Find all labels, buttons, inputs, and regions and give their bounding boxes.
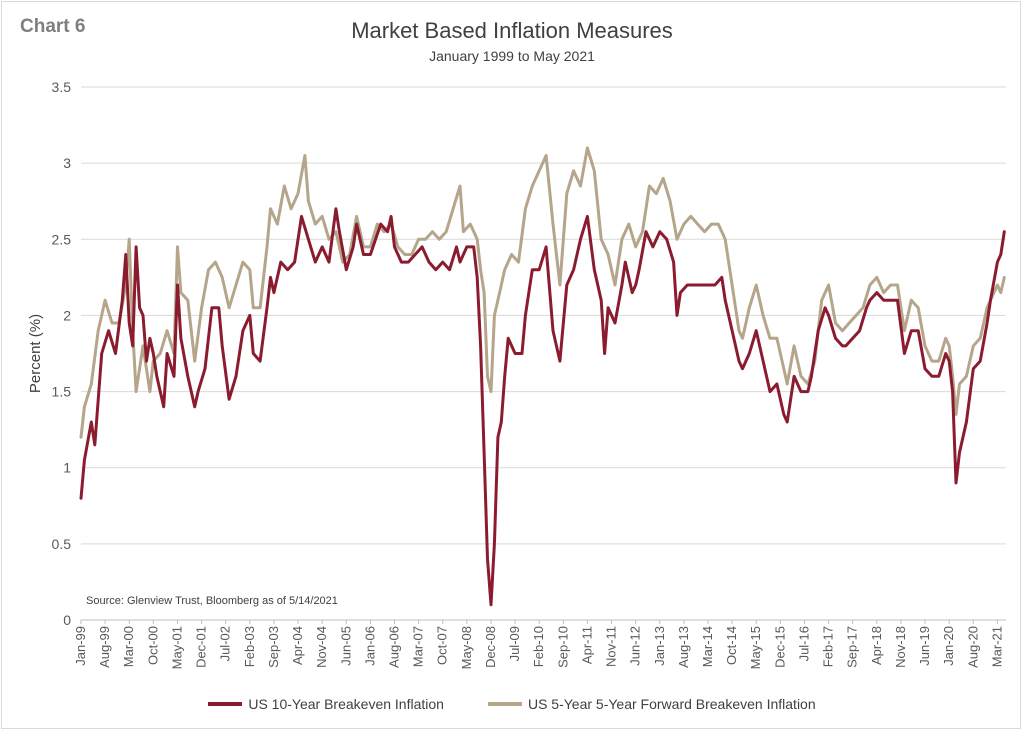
x-tick-label: Sep-10 [555, 626, 570, 668]
y-tick-label: 0 [63, 612, 71, 628]
x-tick-label: May-15 [748, 626, 763, 669]
x-tick-label: Feb-03 [242, 626, 257, 667]
x-tick-label: Feb-17 [821, 626, 836, 667]
series-line-0 [79, 207, 1006, 607]
x-tick-label: Apr-11 [579, 626, 594, 664]
legend-item-series-0: US 10-Year Breakeven Inflation [208, 696, 444, 712]
y-tick-label: 1.5 [52, 384, 72, 400]
x-tick-label: Sep-17 [845, 626, 860, 668]
x-tick-label: Mar-21 [989, 626, 1004, 667]
x-tick-label: May-08 [459, 626, 474, 669]
x-tick-label: Jun-12 [628, 626, 643, 666]
x-tick-label: Jan-20 [941, 626, 956, 666]
x-tick-label: Dec-08 [483, 626, 498, 668]
chart-title: Market Based Inflation Measures [351, 18, 673, 43]
source-note: Source: Glenview Trust, Bloomberg as of … [86, 595, 338, 607]
y-tick-label: 2 [63, 307, 71, 323]
x-tick-label: Jan-99 [73, 626, 88, 666]
x-tick-label: Aug-13 [676, 626, 691, 668]
y-tick-label: 3.5 [52, 79, 72, 95]
x-tick-label: May-01 [169, 626, 184, 669]
y-tick-label: 0.5 [52, 536, 72, 552]
y-tick-label: 2.5 [52, 231, 72, 247]
x-tick-label: Nov-11 [604, 626, 619, 667]
y-tick-label: 3 [63, 155, 71, 171]
x-tick-label: Jul-16 [796, 626, 811, 661]
x-tick-label: Dec-15 [772, 626, 787, 668]
legend-item-series-1: US 5-Year 5-Year Forward Breakeven Infla… [487, 696, 816, 712]
chart-number-label: Chart 6 [20, 16, 86, 37]
legend-swatch-series-0 [208, 702, 243, 706]
x-tick-label: Oct-14 [724, 626, 739, 665]
x-tick-label: Jun-05 [338, 626, 353, 666]
x-tick-label: Apr-04 [290, 626, 305, 665]
x-tick-label: Jan-13 [652, 626, 667, 666]
series-line-1 [79, 146, 1006, 439]
x-tick-label: Mar-00 [121, 626, 136, 667]
legend-label-series-1: US 5-Year 5-Year Forward Breakeven Infla… [527, 696, 816, 712]
legend-swatch-series-1 [487, 702, 522, 706]
chart-subtitle: January 1999 to May 2021 [429, 48, 595, 64]
x-tick-label: Apr-18 [869, 626, 884, 665]
x-tick-label: Aug-06 [387, 626, 402, 668]
x-tick-label: Sep-03 [266, 626, 281, 668]
x-tick-label: Jul-09 [507, 626, 522, 661]
x-tick-label: Jan-06 [362, 626, 377, 666]
x-tick-label: Feb-10 [531, 626, 546, 667]
legend-label-series-0: US 10-Year Breakeven Inflation [248, 696, 444, 712]
x-tick-label: Oct-07 [435, 626, 450, 665]
x-tick-label: Dec-01 [194, 626, 209, 668]
x-tick-label: Oct-00 [145, 626, 160, 665]
y-tick-label: 1 [63, 460, 71, 476]
legend: US 10-Year Breakeven Inflation US 5-Year… [0, 696, 1024, 712]
x-tick-label: Aug-99 [97, 626, 112, 668]
y-axis-label: Percent (%) [27, 314, 44, 393]
x-tick-label: Jun-19 [917, 626, 932, 666]
x-tick-label: Mar-14 [700, 626, 715, 667]
x-tick-label: Jul-02 [218, 626, 233, 661]
x-tick-label: Nov-18 [893, 626, 908, 668]
x-tick-label: Mar-07 [411, 626, 426, 667]
x-tick-label: Nov-04 [314, 626, 329, 668]
x-tick-label: Aug-20 [965, 626, 980, 668]
